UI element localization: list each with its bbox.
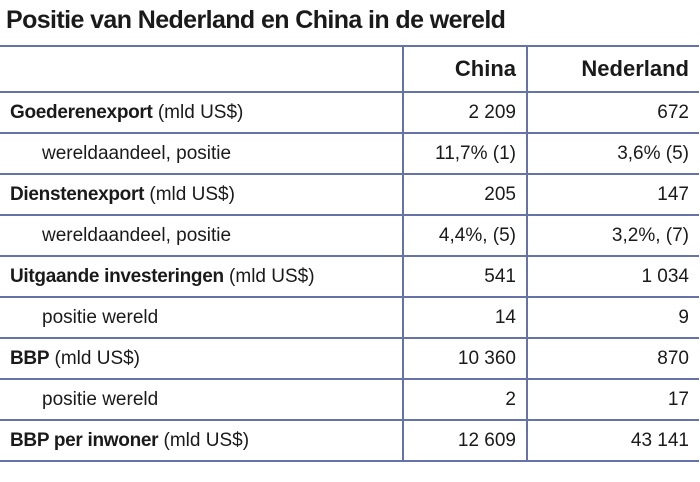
value-cell: 147 xyxy=(526,173,699,216)
value-cell: 43 141 xyxy=(526,419,699,462)
header-row: China Nederland xyxy=(0,45,699,93)
row: Dienstenexport (mld US$) 205 147 xyxy=(0,173,699,216)
row-label-cell: BBP (mld US$) xyxy=(0,337,404,380)
row-label-cell: wereldaandeel, positie xyxy=(0,132,404,175)
row-label: BBP per inwoner xyxy=(10,429,159,451)
row-sublabel: positie wereld xyxy=(42,388,159,410)
value-cell: 11,7% (1) xyxy=(402,132,528,175)
row: wereldaandeel, positie 11,7% (1) 3,6% (5) xyxy=(0,132,699,175)
row: BBP per inwoner (mld US$) 12 609 43 141 xyxy=(0,419,699,462)
row-label-cell: Dienstenexport (mld US$) xyxy=(0,173,404,216)
row-unit: (mld US$) xyxy=(54,347,141,369)
table: China Nederland Goederenexport (mld US$) 2… xyxy=(0,45,699,462)
value-cell: 541 xyxy=(402,255,528,298)
value-cell: 2 xyxy=(402,378,528,421)
row-unit: (mld US$) xyxy=(149,183,235,205)
row-sublabel: wereldaandeel, positie xyxy=(42,224,232,246)
value-cell: 4,4%, (5) xyxy=(402,214,528,257)
value-cell: 1 034 xyxy=(526,255,699,298)
row: positie wereld 2 17 xyxy=(0,378,699,421)
row-label: Goederenexport xyxy=(10,101,153,123)
row-unit: (mld US$) xyxy=(163,429,250,451)
row: BBP (mld US$) 10 360 870 xyxy=(0,337,699,380)
value-cell: 672 xyxy=(526,91,699,134)
column-header: Nederland xyxy=(526,45,699,93)
value-cell: 2 209 xyxy=(402,91,528,134)
value-cell: 3,6% (5) xyxy=(526,132,699,175)
row-label-cell: Goederenexport (mld US$) xyxy=(0,91,404,134)
row: Uitgaande investeringen (mld US$) 541 1 03… xyxy=(0,255,699,298)
column-header: China xyxy=(402,45,528,93)
row-sublabel: wereldaandeel, positie xyxy=(42,142,232,164)
row-label-cell: wereldaandeel, positie xyxy=(0,214,404,257)
value-cell: 17 xyxy=(526,378,699,421)
value-cell: 3,2%, (7) xyxy=(526,214,699,257)
row: wereldaandeel, positie 4,4%, (5) 3,2%, (7) xyxy=(0,214,699,257)
value-cell: 870 xyxy=(526,337,699,380)
row-label: Dienstenexport xyxy=(10,183,145,205)
value-cell: 9 xyxy=(526,296,699,339)
value-cell: 10 360 xyxy=(402,337,528,380)
row-label: BBP xyxy=(10,347,50,369)
corner-cell xyxy=(0,45,404,93)
row-label-cell: positie wereld xyxy=(0,378,404,421)
row: positie wereld 14 9 xyxy=(0,296,699,339)
row-label: Uitgaande investeringen xyxy=(10,265,224,287)
row-unit: (mld US$) xyxy=(157,101,244,123)
row-label-cell: Uitgaande investeringen (mld US$) xyxy=(0,255,404,298)
row-sublabel: positie wereld xyxy=(42,306,159,328)
row-label-cell: BBP per inwoner (mld US$) xyxy=(0,419,404,462)
value-cell: 205 xyxy=(402,173,528,216)
row-unit: (mld US$) xyxy=(229,265,315,287)
value-cell: 12 609 xyxy=(402,419,528,462)
title: Positie van Nederland en China in de wer… xyxy=(6,6,506,34)
value-cell: 14 xyxy=(402,296,528,339)
row: Goederenexport (mld US$) 2 209 672 xyxy=(0,91,699,134)
row-label-cell: positie wereld xyxy=(0,296,404,339)
